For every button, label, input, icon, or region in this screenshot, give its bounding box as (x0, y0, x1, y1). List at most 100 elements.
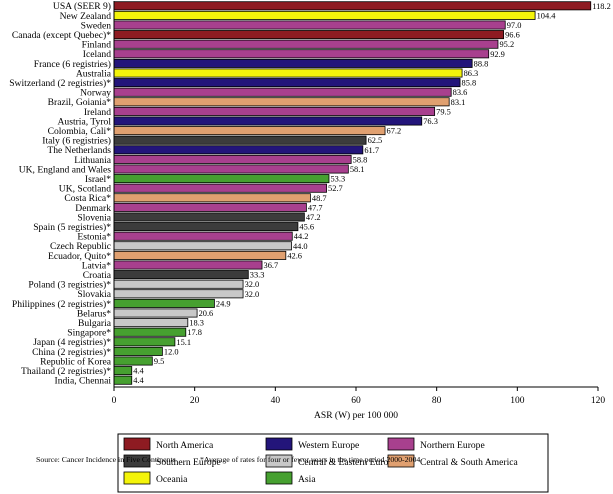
value-label: 33.3 (250, 271, 265, 280)
value-label: 36.7 (264, 261, 279, 270)
bar (113, 212, 305, 222)
bar (113, 250, 287, 260)
bar (113, 87, 452, 97)
category-label: France (6 registries) (34, 59, 111, 70)
category-label: Latvia* (82, 260, 112, 271)
bar (113, 356, 153, 366)
value-label: 88.8 (474, 59, 489, 68)
category-label: Spain (5 registries)* (33, 222, 111, 233)
category-label: Poland (3 registries)* (28, 280, 111, 291)
legend-swatch (123, 471, 151, 485)
bar (113, 106, 436, 116)
bar (113, 39, 499, 49)
legend-label: Central & South America (420, 457, 519, 468)
category-label: Czech Republic (50, 241, 111, 252)
value-label: 44.2 (294, 232, 309, 241)
bar (113, 337, 176, 347)
bar (113, 116, 423, 126)
category-label: Australia (76, 68, 112, 79)
category-label: Switzerland (2 registries)* (9, 78, 111, 89)
value-label: 58.1 (350, 165, 365, 174)
category-label: Italy (6 registries) (42, 136, 111, 147)
bar (113, 327, 187, 337)
category-label: Denmark (75, 203, 111, 214)
value-label: 48.7 (312, 194, 327, 203)
value-label: 45.6 (299, 223, 314, 232)
bar (113, 10, 536, 20)
x-tick-label: 0 (112, 396, 117, 406)
category-label: Slovakia (77, 289, 111, 300)
category-label: Slovenia (77, 212, 111, 223)
value-label: 79.5 (436, 107, 451, 116)
bar (113, 58, 473, 68)
category-label: Belarus* (77, 308, 111, 319)
category-label: Lithuania (74, 155, 112, 166)
category-label: Israel* (85, 174, 111, 185)
value-label: 95.2 (499, 40, 514, 49)
bar (113, 231, 293, 241)
category-label: Sweden (81, 20, 112, 31)
category-label: Iceland (83, 49, 111, 60)
legend-label: Northern Europe (420, 440, 485, 451)
footnote: *Average of rates for four or fewer year… (200, 455, 420, 464)
bars-layer: USA (SEER 9) 118.2 New Zealand 104.4 Sweden 9… (9, 1, 611, 386)
category-label: Norway (80, 88, 111, 99)
value-label: 58.8 (353, 155, 368, 164)
value-label: 4.4 (133, 376, 144, 385)
bar (113, 222, 299, 232)
bar (113, 270, 249, 280)
category-label: UK, Scotland (59, 184, 111, 195)
value-label: 20.6 (199, 309, 214, 318)
x-axis: 0 20 40 60 80 100 120 (112, 1, 605, 406)
bar (113, 20, 506, 30)
value-label: 32.0 (245, 290, 260, 299)
value-label: 18.3 (189, 319, 204, 328)
value-label: 62.5 (368, 136, 383, 145)
legend-label: Central & Eastern Europe (298, 457, 397, 468)
value-label: 17.8 (187, 328, 202, 337)
bar (113, 49, 490, 59)
value-label: 44.0 (293, 242, 308, 251)
x-tick-label: 60 (351, 396, 361, 406)
category-label: Bulgaria (78, 318, 112, 329)
category-label: Canada (except Quebec)* (12, 30, 111, 41)
bar (113, 202, 307, 212)
bar (113, 68, 463, 78)
value-label: 47.2 (306, 213, 321, 222)
value-label: 85.8 (462, 79, 477, 88)
x-tick-label: 40 (271, 396, 281, 406)
value-label: 97.0 (507, 21, 522, 30)
value-label: 118.2 (592, 2, 611, 11)
source-note: Source: Cancer Incidence in Five Contine… (36, 455, 176, 464)
bar (113, 308, 198, 318)
bar (113, 366, 133, 376)
value-label: 92.9 (490, 50, 505, 59)
category-label: Ireland (84, 107, 111, 118)
x-tick-label: 100 (510, 396, 525, 406)
legend-label: Asia (298, 474, 316, 485)
bar (113, 154, 352, 164)
category-label: Croatia (83, 270, 112, 281)
value-label: 96.6 (505, 31, 520, 40)
legend-swatch (123, 454, 151, 468)
bar (113, 135, 367, 145)
legend-swatch (265, 454, 293, 468)
category-label: Ecuador, Quito* (48, 251, 111, 262)
value-label: 83.6 (453, 88, 468, 97)
value-label: 32.0 (245, 280, 260, 289)
legend-box (117, 433, 549, 493)
bar (113, 78, 461, 88)
category-label: Philippines (2 registries)* (12, 299, 111, 310)
bar (113, 183, 327, 193)
value-label: 9.5 (154, 357, 164, 366)
legend-label: Oceania (156, 474, 188, 485)
bar (113, 346, 163, 356)
bar (113, 30, 505, 40)
x-tick-label: 20 (190, 396, 200, 406)
value-label: 24.9 (216, 299, 231, 308)
bar (113, 193, 311, 203)
value-label: 42.6 (287, 251, 302, 260)
category-label: Republic of Korea (40, 356, 112, 367)
category-label: USA (SEER 9) (53, 1, 111, 12)
